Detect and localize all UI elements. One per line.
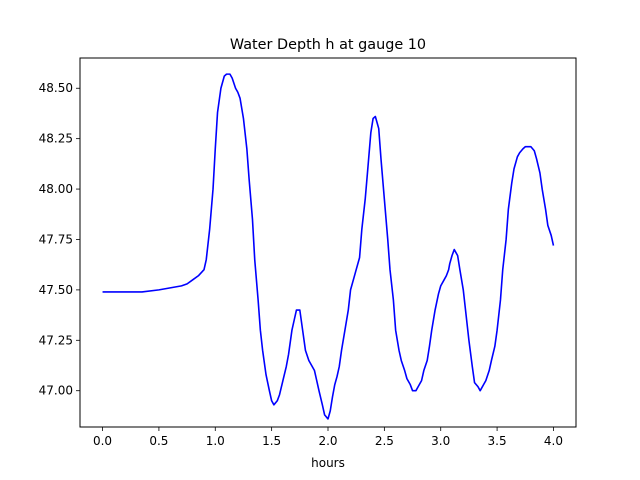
x-tick-label: 1.5 (262, 434, 281, 448)
y-tick-label: 48.00 (39, 182, 73, 196)
y-tick-label: 47.00 (39, 384, 73, 398)
x-tick-label: 1.0 (206, 434, 225, 448)
y-tick-label: 47.25 (39, 333, 73, 347)
series-layer (102, 73, 555, 420)
x-tick-label: 3.0 (431, 434, 450, 448)
x-axis-label: hours (311, 456, 345, 470)
x-axis: 0.0 0.5 1.0 1.5 2.0 2.5 3.0 3.5 4.0 (93, 427, 563, 448)
chart-title: Water Depth h at gauge 10 (230, 37, 426, 53)
series-line-1 (102, 73, 555, 420)
y-tick-label: 47.50 (39, 283, 73, 297)
plot-frame (79, 57, 577, 428)
x-tick-label: 2.5 (375, 434, 394, 448)
x-tick-label: 4.0 (544, 434, 563, 448)
y-tick-label: 48.25 (39, 132, 73, 146)
y-tick-label: 48.50 (39, 81, 73, 95)
x-tick-label: 3.5 (488, 434, 507, 448)
x-tick-label: 0.0 (93, 434, 112, 448)
y-axis: 47.00 47.25 47.50 47.75 48.00 48.25 48.50 (39, 81, 80, 398)
x-tick-label: 2.0 (318, 434, 337, 448)
x-tick-label: 0.5 (149, 434, 168, 448)
y-tick-label: 47.75 (39, 232, 73, 246)
